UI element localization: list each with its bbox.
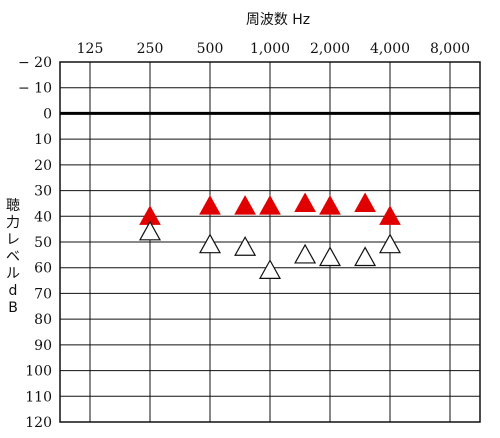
y-tick-label: 50 bbox=[34, 235, 52, 251]
y-axis-title-char: ル bbox=[6, 266, 20, 282]
x-tick-label: 125 bbox=[77, 41, 104, 57]
y-axis-title-char: レ bbox=[6, 232, 20, 248]
y-tick-label: 100 bbox=[25, 364, 52, 380]
x-tick-label: 500 bbox=[197, 41, 224, 57]
x-tick-labels: 125 250 500 1,000 2,000 4,000 8,000 bbox=[77, 41, 470, 57]
x-tick-label: 250 bbox=[137, 41, 164, 57]
y-tick-label: 60 bbox=[34, 261, 52, 277]
filled-triangle-marker bbox=[354, 192, 376, 213]
y-tick-label: 90 bbox=[34, 338, 52, 354]
y-tick-label: 110 bbox=[25, 389, 52, 405]
y-axis-title-char: 聴 bbox=[6, 198, 20, 214]
y-tick-label: − 10 bbox=[18, 81, 52, 97]
open-triangle-marker bbox=[318, 246, 342, 267]
y-tick-label: − 20 bbox=[18, 55, 52, 71]
filled-triangle-marker bbox=[319, 195, 341, 215]
open-triangle-marker bbox=[258, 259, 282, 279]
x-tick-label: 4,000 bbox=[370, 41, 410, 57]
y-axis-title-char: 力 bbox=[6, 215, 20, 231]
data-markers bbox=[138, 192, 402, 279]
filled-triangle-marker bbox=[259, 195, 281, 215]
y-tick-label: 20 bbox=[34, 158, 52, 174]
x-tick-label: 8,000 bbox=[430, 41, 470, 57]
y-tick-label: 0 bbox=[43, 106, 52, 122]
open-triangle-marker bbox=[354, 246, 377, 267]
y-tick-labels: − 20 − 10 0 10 20 30 40 50 60 70 80 90 100 110 120 bbox=[18, 55, 52, 431]
y-tick-label: 10 bbox=[34, 132, 52, 148]
open-triangle-marker bbox=[138, 220, 162, 241]
grid bbox=[59, 61, 481, 423]
x-tick-label: 1,000 bbox=[250, 41, 290, 57]
y-axis-title-char: ベ bbox=[6, 249, 20, 265]
open-triangle-marker bbox=[198, 233, 222, 254]
open-triangle-marker bbox=[234, 236, 257, 256]
y-tick-label: 80 bbox=[34, 312, 52, 328]
filled-triangle-marker bbox=[199, 195, 221, 215]
y-tick-label: 120 bbox=[25, 415, 52, 431]
plot-frame bbox=[59, 61, 481, 423]
open-triangle-marker bbox=[294, 243, 317, 264]
y-axis-title-char: d bbox=[9, 283, 18, 299]
y-axis-title-char: B bbox=[8, 300, 18, 316]
open-triangle-marker bbox=[378, 233, 402, 254]
filled-triangle-marker bbox=[294, 192, 316, 213]
x-axis-title: 周波数 Hz bbox=[246, 12, 310, 28]
y-tick-label: 30 bbox=[34, 184, 52, 200]
filled-triangle-marker bbox=[234, 195, 256, 215]
y-tick-label: 70 bbox=[34, 286, 52, 302]
y-tick-label: 40 bbox=[34, 209, 52, 225]
filled-triangle-marker bbox=[379, 205, 401, 225]
x-tick-label: 2,000 bbox=[310, 41, 350, 57]
